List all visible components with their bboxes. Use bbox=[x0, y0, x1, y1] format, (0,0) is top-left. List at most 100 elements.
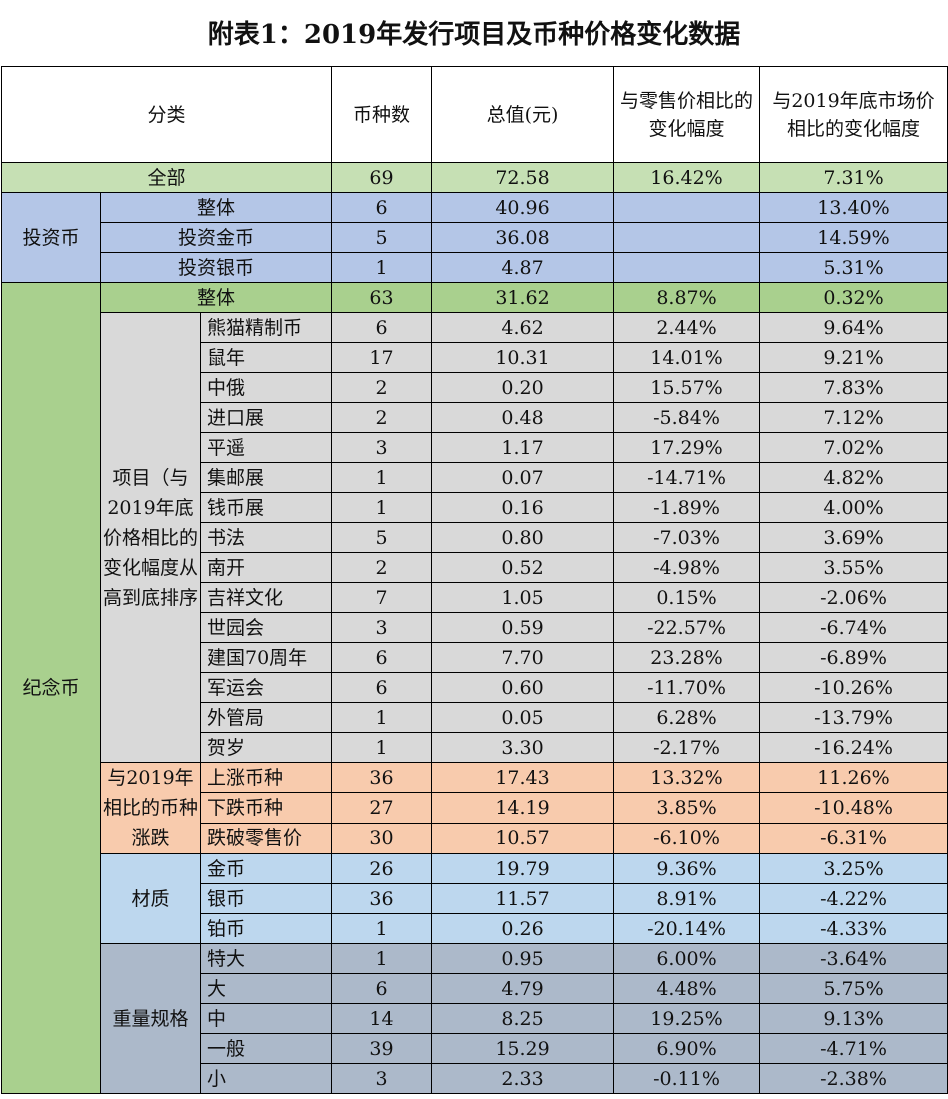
cell-market: 5.31% bbox=[759, 252, 948, 283]
row-label: 进口展 bbox=[199, 402, 333, 433]
cell-retail: 6.28% bbox=[613, 702, 761, 733]
cell-market: -13.79% bbox=[759, 702, 948, 733]
cell-retail: 23.28% bbox=[613, 642, 761, 673]
row-label: 大 bbox=[199, 973, 333, 1004]
cell-total: 8.25 bbox=[431, 1003, 615, 1034]
cell-retail: 14.01% bbox=[613, 342, 761, 373]
row-label: 世园会 bbox=[199, 612, 333, 643]
row-label: 书法 bbox=[199, 522, 333, 553]
group-projects: 项目（与2019年底价格相比的变化幅度从高到底排序 bbox=[100, 312, 201, 763]
header-category: 分类 bbox=[0, 66, 333, 163]
row-label: 整体 bbox=[99, 282, 333, 313]
cell-count: 63 bbox=[331, 282, 433, 313]
cell-count: 3 bbox=[331, 1063, 433, 1094]
cell-retail bbox=[613, 252, 761, 283]
cell-count: 1 bbox=[331, 943, 433, 974]
cell-retail: -7.03% bbox=[613, 522, 761, 553]
table-body: 全部 69 72.58 16.42% 7.31% 投资币 整体 6 40.96 13.4… bbox=[0, 162, 948, 1094]
row-label: 下跌币种 bbox=[199, 792, 333, 824]
row-label: 贺岁 bbox=[199, 732, 333, 763]
cell-total: 0.16 bbox=[431, 492, 615, 523]
cell-market: -6.89% bbox=[759, 642, 948, 673]
row-label: 建国70周年 bbox=[199, 642, 333, 673]
cell-count: 14 bbox=[331, 1003, 433, 1034]
cell-count: 5 bbox=[331, 222, 433, 253]
row-label: 投资金币 bbox=[99, 222, 333, 253]
cell-market: 7.83% bbox=[759, 372, 948, 403]
cell-retail: -22.57% bbox=[613, 612, 761, 643]
table-row: 投资银币 1 4.87 5.31% bbox=[1, 252, 948, 283]
header-count: 币种数 bbox=[331, 66, 433, 163]
row-label: 跌破零售价 bbox=[199, 822, 333, 855]
cell-total: 0.05 bbox=[431, 702, 615, 733]
cell-retail: 0.15% bbox=[613, 582, 761, 613]
table-title: 附表1：2019年发行项目及币种价格变化数据 bbox=[207, 20, 741, 50]
cell-market: -4.71% bbox=[759, 1033, 948, 1064]
cell-count: 2 bbox=[331, 552, 433, 583]
row-label: 特大 bbox=[199, 943, 333, 974]
cell-market: -4.33% bbox=[759, 913, 948, 944]
table-row: 南开 2 0.52 -4.98% 3.55% bbox=[1, 552, 948, 583]
cell-count: 69 bbox=[331, 162, 433, 193]
cell-count: 3 bbox=[331, 432, 433, 463]
cell-market: 7.31% bbox=[759, 162, 948, 193]
cell-retail: 6.00% bbox=[613, 943, 761, 974]
cell-retail: 13.32% bbox=[613, 761, 761, 794]
cell-count: 7 bbox=[331, 582, 433, 613]
cell-market: -10.48% bbox=[759, 792, 948, 824]
cell-retail: -0.11% bbox=[613, 1063, 761, 1094]
row-label: 铂币 bbox=[199, 913, 333, 944]
cell-total: 15.29 bbox=[431, 1033, 615, 1064]
cell-market: 5.75% bbox=[759, 973, 948, 1004]
cell-market: 3.25% bbox=[759, 853, 948, 884]
cell-total: 0.26 bbox=[431, 913, 615, 944]
cell-retail: 8.87% bbox=[613, 282, 761, 313]
price-change-table: 分类 币种数 总值(元) 与零售价相比的变化幅度 与2019年底市场价相比的变化… bbox=[0, 66, 948, 1094]
cell-count: 6 bbox=[331, 642, 433, 673]
cell-total: 7.70 bbox=[431, 642, 615, 673]
cell-market: 7.12% bbox=[759, 402, 948, 433]
cell-market: -6.74% bbox=[759, 612, 948, 643]
cell-retail: -4.98% bbox=[613, 552, 761, 583]
group-trend: 与2019年相比的币种涨跌 bbox=[100, 762, 201, 854]
group-commemorative: 纪念币 bbox=[1, 282, 101, 1094]
cell-total: 10.31 bbox=[431, 342, 615, 373]
row-label: 一般 bbox=[199, 1033, 333, 1064]
cell-total: 11.57 bbox=[431, 883, 615, 914]
row-label: 外管局 bbox=[199, 702, 333, 733]
header-total: 总值(元) bbox=[431, 66, 615, 163]
cell-total: 4.79 bbox=[431, 973, 615, 1004]
cell-total: 4.62 bbox=[431, 312, 615, 343]
cell-total: 0.60 bbox=[431, 672, 615, 703]
row-label: 集邮展 bbox=[199, 462, 333, 493]
row-label: 中俄 bbox=[199, 372, 333, 403]
cell-market: 9.21% bbox=[759, 342, 948, 373]
cell-total: 19.79 bbox=[431, 853, 615, 884]
cell-retail: -6.10% bbox=[613, 822, 761, 855]
table-row: 全部 69 72.58 16.42% 7.31% bbox=[0, 162, 948, 193]
cell-market: 3.69% bbox=[759, 522, 948, 553]
cell-count: 1 bbox=[331, 462, 433, 493]
cell-retail: -11.70% bbox=[613, 672, 761, 703]
cell-retail: -14.71% bbox=[613, 462, 761, 493]
cell-total: 36.08 bbox=[431, 222, 615, 253]
cell-market: -10.26% bbox=[759, 672, 948, 703]
cell-retail: -5.84% bbox=[613, 402, 761, 433]
cell-retail: -1.89% bbox=[613, 492, 761, 523]
row-label: 投资银币 bbox=[99, 252, 333, 283]
cell-market: 13.40% bbox=[759, 192, 948, 223]
cell-count: 26 bbox=[331, 853, 433, 884]
cell-total: 0.48 bbox=[431, 402, 615, 433]
table-row: 投资金币 5 36.08 14.59% bbox=[1, 222, 948, 253]
group-weight: 重量规格 bbox=[100, 943, 201, 1094]
cell-total: 1.05 bbox=[431, 582, 615, 613]
cell-retail bbox=[613, 222, 761, 253]
cell-total: 17.43 bbox=[431, 761, 615, 794]
table-row: 与2019年相比的币种涨跌 上涨币种 36 17.43 13.32% 11.26% bbox=[1, 761, 948, 854]
cell-total: 72.58 bbox=[431, 162, 615, 193]
row-label: 银币 bbox=[199, 883, 333, 914]
cell-total: 1.17 bbox=[431, 432, 615, 463]
cell-market: 9.64% bbox=[759, 312, 948, 343]
cell-count: 6 bbox=[331, 192, 433, 223]
row-label: 熊猫精制币 bbox=[199, 312, 333, 343]
